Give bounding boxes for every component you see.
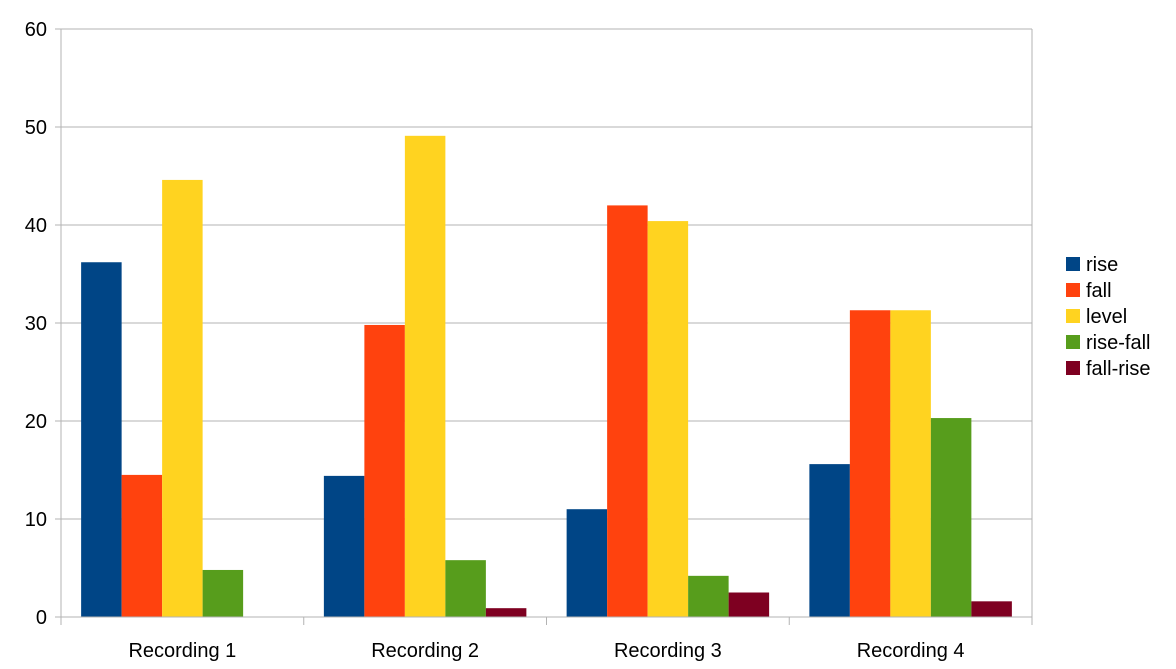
y-tick-label: 60: [25, 19, 47, 41]
bar-rise-4: [809, 464, 850, 617]
bar-rise-fall-4: [930, 418, 972, 617]
bar-rise-2: [323, 475, 365, 617]
axes: 0 10 20 30 40 50 60 Recording 1 Recording 2 Recor…: [25, 19, 1033, 662]
x-tick-label: Recording 4: [857, 640, 965, 662]
y-tick-label: 30: [25, 313, 47, 335]
bar-fall-rise-3: [728, 592, 770, 617]
x-tick-label: Recording 2: [371, 640, 479, 662]
bar-fall-rise-2: [485, 608, 527, 617]
legend-swatch-rise-fall: [1066, 335, 1080, 349]
bar-level-1: [162, 179, 203, 618]
x-tick-label: Recording 1: [128, 640, 236, 662]
legend: rise fall level rise-fall fall-rise: [1066, 254, 1150, 380]
x-tick-label: Recording 3: [614, 640, 722, 662]
legend-label-level: level: [1086, 306, 1127, 328]
legend-label-fall: fall: [1086, 280, 1112, 302]
bar-rise-fall-1: [202, 569, 244, 617]
legend-swatch-level: [1066, 309, 1080, 323]
bar-rise-fall-2: [445, 560, 486, 617]
bar-rise-1: [81, 262, 122, 617]
legend-swatch-fall: [1066, 283, 1080, 297]
legend-label-rise-fall: rise-fall: [1086, 332, 1150, 354]
y-tick-label: 50: [25, 117, 47, 139]
bar-rise-3: [566, 509, 608, 617]
bar-fall-1: [121, 474, 163, 617]
legend-label-fall-rise: fall-rise: [1086, 358, 1150, 380]
bar-fall-3: [607, 205, 648, 617]
bar-fall-4: [849, 310, 891, 617]
bar-level-2: [404, 135, 446, 617]
bar-level-3: [647, 221, 689, 617]
bar-rise-fall-3: [688, 575, 729, 617]
y-tick-label: 40: [25, 215, 47, 237]
legend-swatch-fall-rise: [1066, 361, 1080, 375]
bars: [81, 135, 1012, 618]
gridlines: [61, 28, 1033, 617]
legend-swatch-rise: [1066, 257, 1080, 271]
y-tick-label: 0: [36, 607, 47, 629]
y-tick-label: 10: [25, 509, 47, 531]
bar-level-4: [890, 310, 931, 617]
bar-fall-2: [364, 324, 405, 617]
legend-label-rise: rise: [1086, 254, 1118, 276]
y-tick-label: 20: [25, 411, 47, 433]
bar-fall-rise-4: [971, 601, 1012, 617]
